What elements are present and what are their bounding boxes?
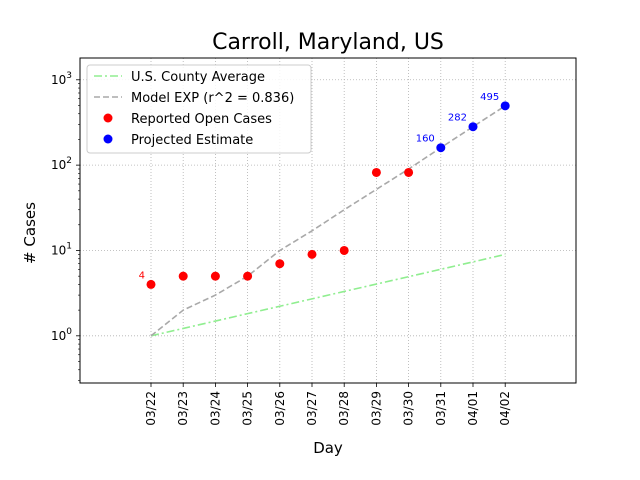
legend-entry-label: U.S. County Average (131, 70, 265, 85)
x-tick-label: 03/28 (337, 391, 351, 426)
series-line-0 (151, 254, 505, 335)
x-tick-label: 03/22 (144, 391, 158, 426)
data-point (436, 143, 445, 152)
chart-title: Carroll, Maryland, US (212, 30, 444, 55)
data-label: 160 (416, 134, 435, 145)
x-tick-label: 03/30 (402, 391, 416, 426)
x-tick-label: 03/25 (241, 391, 255, 426)
y-tick-label: 102 (51, 156, 72, 172)
x-tick-label: 03/24 (208, 391, 222, 426)
x-tick-label: 03/29 (369, 391, 383, 426)
data-point (147, 280, 156, 289)
data-point (179, 272, 188, 281)
data-point (501, 101, 510, 110)
data-point (211, 272, 220, 281)
legend-marker-swatch (104, 114, 113, 123)
x-tick-label: 03/23 (176, 391, 190, 426)
x-axis-label: Day (313, 439, 343, 457)
data-point (372, 168, 381, 177)
data-point (243, 272, 252, 281)
data-point (469, 122, 478, 131)
y-axis-label: # Cases (21, 202, 39, 264)
data-label: 282 (448, 113, 467, 124)
x-tick-label: 03/31 (434, 391, 448, 426)
x-tick-label: 04/01 (466, 391, 480, 426)
y-tick-label: 100 (51, 327, 72, 343)
x-tick-label: 04/02 (498, 391, 512, 426)
legend: U.S. County Average Model EXP (r^2 = 0.83… (87, 65, 311, 153)
x-tick-label: 03/27 (305, 391, 319, 426)
y-tick-label: 103 (51, 71, 72, 87)
data-label: 4 (139, 270, 145, 281)
x-tick-label: 03/26 (273, 391, 287, 426)
data-label: 495 (480, 92, 499, 103)
legend-entry-label: Model EXP (r^2 = 0.836) (131, 91, 294, 106)
data-point (308, 250, 317, 259)
data-point (275, 259, 284, 268)
legend-entry-label: Projected Estimate (131, 133, 253, 148)
data-point (404, 168, 413, 177)
legend-entry-label: Reported Open Cases (131, 112, 272, 127)
legend-marker-swatch (104, 135, 113, 144)
y-tick-label: 101 (51, 241, 72, 257)
data-point (340, 246, 349, 255)
